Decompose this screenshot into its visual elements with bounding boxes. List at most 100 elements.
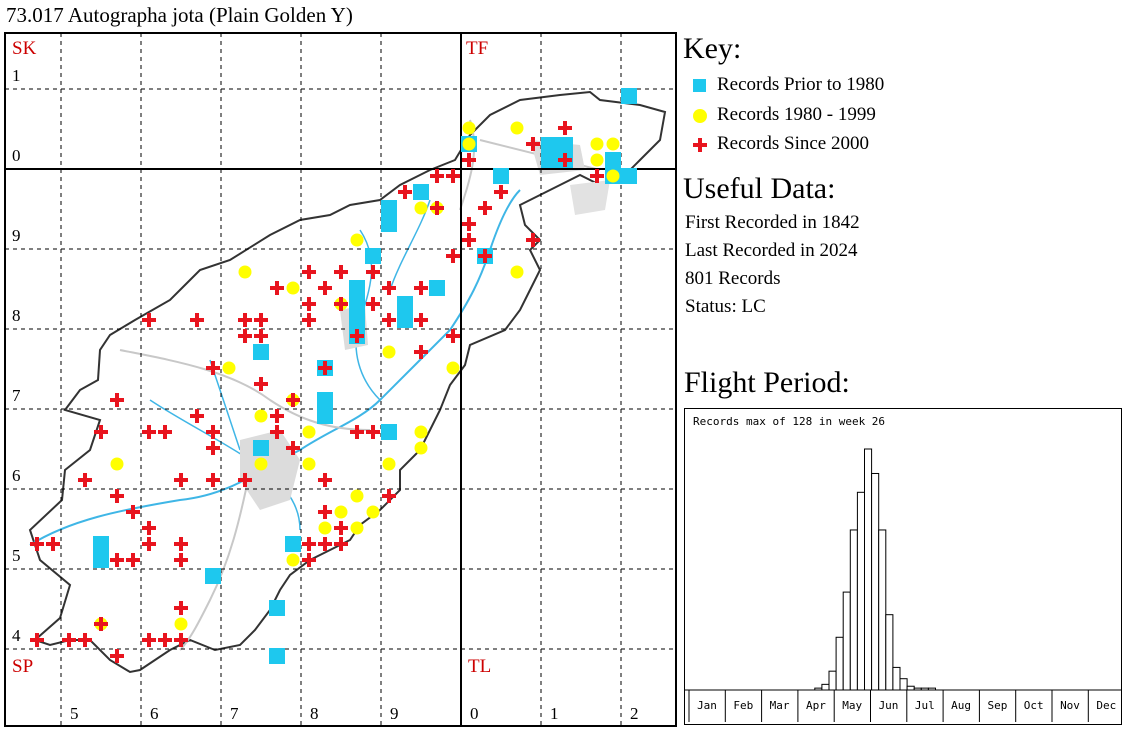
record-since-2000 — [334, 297, 348, 311]
record-1980-1999 — [606, 137, 620, 151]
record-prior-1980 — [429, 280, 445, 296]
record-prior-1980 — [541, 152, 557, 168]
record-prior-1980 — [621, 168, 637, 184]
record-1980-1999 — [606, 169, 620, 183]
record-since-2000 — [110, 553, 124, 567]
record-since-2000 — [526, 233, 540, 247]
record-since-2000 — [350, 425, 364, 439]
record-1980-1999 — [302, 457, 316, 471]
square-label: TF — [466, 38, 488, 59]
month-label: Jun — [878, 699, 899, 712]
record-1980-1999 — [414, 441, 428, 455]
record-since-2000 — [174, 601, 188, 615]
record-since-2000 — [254, 329, 268, 343]
record-since-2000 — [174, 473, 188, 487]
page-title: 73.017 Autographa jota (Plain Golden Y) — [6, 3, 353, 27]
record-since-2000 — [286, 393, 300, 407]
record-since-2000 — [174, 633, 188, 647]
northing-label: 4 — [12, 626, 21, 645]
record-prior-1980 — [253, 440, 269, 456]
key-item-label: Records 1980 - 1999 — [717, 104, 876, 125]
histogram-bar — [821, 683, 830, 691]
record-since-2000 — [254, 377, 268, 391]
first-recorded: First Recorded in 1842 — [685, 212, 860, 233]
record-1980-1999 — [334, 505, 348, 519]
key-item-prior-1980: Records Prior to 1980 — [691, 74, 884, 96]
record-since-2000 — [414, 345, 428, 359]
easting-label: 8 — [310, 704, 319, 723]
easting-label: 0 — [470, 704, 479, 723]
record-1980-1999 — [462, 137, 476, 151]
record-1980-1999 — [254, 409, 268, 423]
record-since-2000 — [334, 265, 348, 279]
key-item-label: Records Prior to 1980 — [717, 74, 885, 95]
square-label: TL — [468, 656, 491, 677]
record-since-2000 — [142, 633, 156, 647]
record-since-2000 — [334, 521, 348, 535]
record-since-2000 — [318, 281, 332, 295]
record-since-2000 — [350, 329, 364, 343]
record-since-2000 — [110, 393, 124, 407]
record-since-2000 — [366, 265, 380, 279]
northing-label: 6 — [12, 466, 21, 485]
record-since-2000 — [94, 617, 108, 631]
blue-square-icon — [691, 77, 709, 95]
record-since-2000 — [254, 313, 268, 327]
record-count: 801 Records — [685, 268, 781, 289]
month-label: Dec — [1096, 699, 1117, 712]
record-1980-1999 — [350, 521, 364, 535]
record-1980-1999 — [254, 457, 268, 471]
key-item-label: Records Since 2000 — [717, 133, 869, 154]
record-prior-1980 — [269, 648, 285, 664]
chart-title: Records max of 128 in week 26 — [693, 415, 886, 428]
histogram-bar — [892, 666, 901, 691]
record-1980-1999 — [238, 265, 252, 279]
record-since-2000 — [174, 553, 188, 567]
record-since-2000 — [158, 425, 172, 439]
record-1980-1999 — [286, 553, 300, 567]
map-frame — [4, 32, 677, 727]
record-since-2000 — [110, 489, 124, 503]
record-since-2000 — [126, 553, 140, 567]
urban-area — [570, 180, 610, 215]
record-prior-1980 — [605, 152, 621, 168]
histogram-bar — [864, 448, 873, 691]
month-label: Nov — [1060, 699, 1080, 712]
northing-label: 8 — [12, 306, 21, 325]
key-item-1980-1999: Records 1980 - 1999 — [691, 104, 876, 126]
record-prior-1980 — [397, 312, 413, 328]
record-since-2000 — [238, 313, 252, 327]
record-since-2000 — [302, 313, 316, 327]
histogram-bar — [913, 687, 922, 691]
record-prior-1980 — [93, 536, 109, 552]
key-heading: Key: — [683, 32, 742, 65]
record-1980-1999 — [222, 361, 236, 375]
last-recorded: Last Recorded in 2024 — [685, 240, 858, 261]
record-since-2000 — [206, 441, 220, 455]
record-since-2000 — [430, 201, 444, 215]
histogram — [685, 448, 1121, 722]
record-since-2000 — [382, 313, 396, 327]
histogram-bar — [849, 529, 858, 691]
northing-label: 7 — [12, 386, 21, 405]
histogram-bar — [899, 678, 908, 691]
record-since-2000 — [494, 185, 508, 199]
record-since-2000 — [286, 441, 300, 455]
record-since-2000 — [206, 473, 220, 487]
record-prior-1980 — [541, 137, 557, 153]
record-1980-1999 — [510, 265, 524, 279]
northing-label: 9 — [12, 226, 21, 245]
flight-heading: Flight Period: — [684, 366, 850, 399]
record-since-2000 — [270, 425, 284, 439]
month-label: Mar — [769, 699, 790, 712]
record-prior-1980 — [285, 536, 301, 552]
record-since-2000 — [46, 537, 60, 551]
useful-heading: Useful Data: — [683, 172, 836, 205]
record-1980-1999 — [366, 505, 380, 519]
easting-label: 5 — [70, 704, 79, 723]
easting-label: 1 — [550, 704, 559, 723]
record-1980-1999 — [350, 233, 364, 247]
record-since-2000 — [462, 217, 476, 231]
records-layer — [30, 88, 637, 664]
